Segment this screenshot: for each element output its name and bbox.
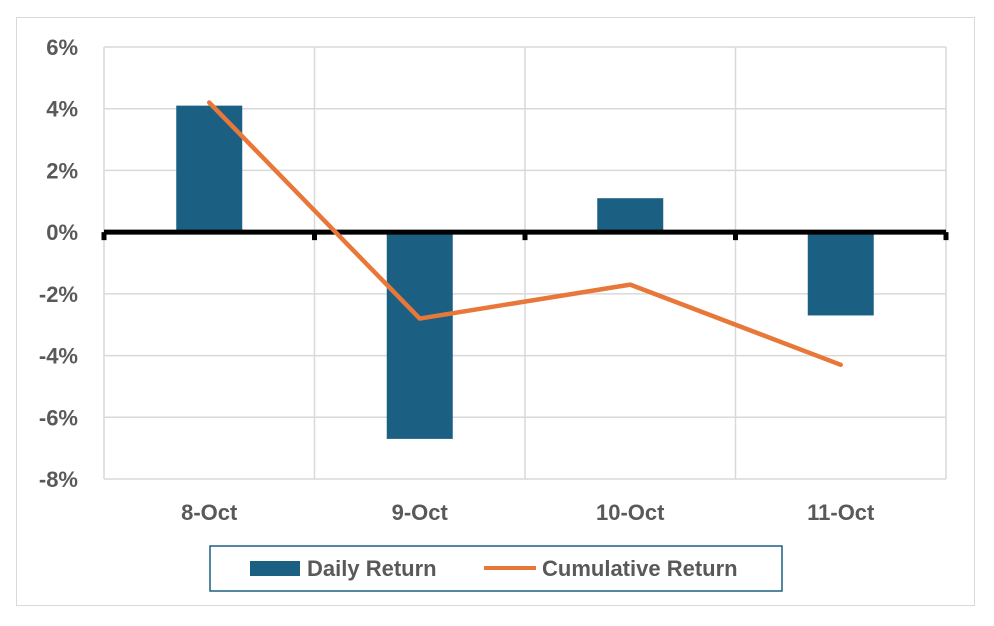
y-tick-label: -2% (39, 282, 78, 307)
y-tick-label: -4% (39, 344, 78, 369)
zero-axis (101, 229, 949, 241)
y-tick-labels: 6% 4% 2% 0% -2% -4% -6% -8% (39, 35, 78, 492)
y-tick-label: 2% (46, 158, 78, 183)
legend: Daily Return Cumulative Return (209, 545, 783, 592)
legend-label-daily-return: Daily Return (307, 556, 437, 581)
x-tick-label: 9-Oct (392, 500, 449, 525)
x-tick-label: 8-Oct (181, 500, 238, 525)
gridlines (103, 46, 947, 480)
bar-series (176, 105, 874, 439)
bar-daily-return (807, 232, 874, 316)
legend-swatch-daily-return (250, 561, 300, 576)
y-tick-label: -8% (39, 467, 78, 492)
y-tick-label: 4% (46, 97, 78, 122)
x-tick-label: 10-Oct (596, 500, 665, 525)
line-series (207, 100, 843, 368)
bar-daily-return (386, 232, 453, 439)
y-tick-label: 0% (46, 220, 78, 245)
legend-label-cumulative-return: Cumulative Return (542, 556, 738, 581)
line-cumulative-return (207, 100, 843, 368)
y-tick-label: -6% (39, 405, 78, 430)
x-tick-label: 11-Oct (807, 500, 875, 525)
y-tick-label: 6% (46, 35, 78, 60)
bar-daily-return (597, 198, 664, 233)
x-tick-labels: 8-Oct 9-Oct 10-Oct 11-Oct (181, 500, 875, 525)
